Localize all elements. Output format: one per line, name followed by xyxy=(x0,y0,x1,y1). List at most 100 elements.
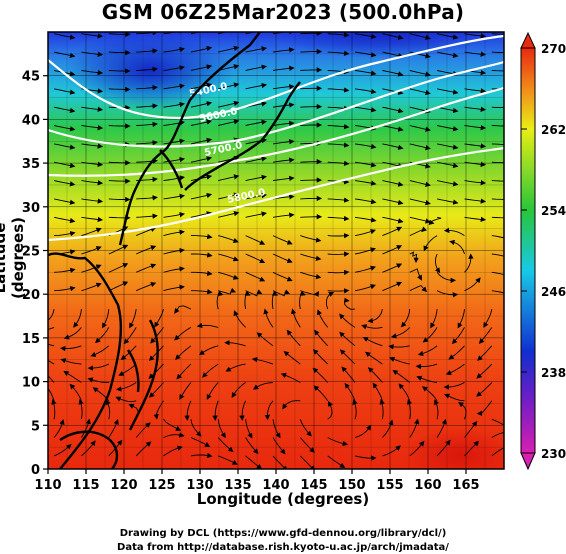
streamline xyxy=(63,327,82,340)
streamline xyxy=(218,45,240,53)
streamline xyxy=(54,106,76,114)
x-ticks: 110 115 120 125 130 135 140 145 150 155 160 165 xyxy=(34,469,480,493)
streamline xyxy=(436,418,447,438)
streamline xyxy=(217,437,234,453)
streamline xyxy=(409,418,420,438)
streamline xyxy=(218,174,240,182)
streamline xyxy=(81,246,102,255)
streamline xyxy=(218,210,240,218)
y-tick-label: 35 xyxy=(22,157,40,172)
streamline xyxy=(163,247,185,255)
streamline xyxy=(233,310,246,328)
streamline xyxy=(272,47,295,53)
streamline xyxy=(190,156,213,163)
streamline xyxy=(252,382,274,390)
streamline xyxy=(245,271,266,282)
streamline xyxy=(81,418,91,438)
streamline xyxy=(272,289,291,297)
streamline xyxy=(94,327,110,344)
streamline xyxy=(272,253,293,264)
streamline xyxy=(428,216,442,225)
streamline xyxy=(491,70,504,72)
x-tick-label: 140 xyxy=(262,478,289,493)
y-tick-label: 45 xyxy=(22,70,40,85)
streamline xyxy=(286,329,301,347)
contour-line xyxy=(48,60,504,148)
streamline xyxy=(87,377,109,383)
streamline xyxy=(327,142,350,148)
chart-title: GSM 06Z25Mar2023 (500.0hPa) xyxy=(101,0,465,24)
streamline xyxy=(81,440,96,457)
streamline xyxy=(81,282,102,292)
cold-low-north xyxy=(270,32,490,58)
streamline xyxy=(406,398,413,420)
contour-line xyxy=(48,86,504,177)
streamline xyxy=(81,69,104,76)
streamline xyxy=(245,119,267,126)
streamline xyxy=(163,46,185,53)
streamline xyxy=(354,216,377,223)
streamline xyxy=(362,336,383,347)
coastline-segment xyxy=(184,81,301,191)
streamline xyxy=(175,345,192,360)
streamline xyxy=(272,157,295,163)
y-tick-label: 10 xyxy=(22,376,40,391)
streamline xyxy=(464,51,487,57)
streamline xyxy=(491,180,504,182)
streamline xyxy=(153,400,164,420)
streamline xyxy=(48,359,55,365)
streamline xyxy=(118,363,137,376)
streamline xyxy=(430,309,438,329)
streamline xyxy=(409,216,431,224)
streamline xyxy=(163,432,185,438)
x-tick-label: 110 xyxy=(34,478,61,493)
streamline xyxy=(218,253,239,262)
streamline xyxy=(299,419,312,437)
streamline xyxy=(409,226,427,237)
streamline xyxy=(354,424,372,438)
streamline xyxy=(81,264,102,273)
streamline xyxy=(54,198,76,205)
streamline xyxy=(364,351,383,365)
streamline xyxy=(300,290,320,297)
streamline xyxy=(136,281,157,292)
streamline xyxy=(105,399,111,420)
streamline xyxy=(272,65,295,72)
streamline xyxy=(190,270,213,277)
colorbar-top-triangle xyxy=(520,31,536,49)
streamline xyxy=(388,344,410,350)
streamline xyxy=(491,447,504,457)
coastline-segment xyxy=(127,349,140,393)
streamline xyxy=(123,327,137,345)
streamline xyxy=(272,271,293,282)
streamline xyxy=(54,88,76,95)
coastline-segment xyxy=(159,149,184,189)
streamline xyxy=(339,313,356,328)
streamline xyxy=(312,367,329,383)
streamline xyxy=(272,419,281,439)
streamline xyxy=(81,124,104,131)
streamline xyxy=(436,290,459,298)
streamline xyxy=(327,123,350,130)
streamline xyxy=(102,309,110,329)
streamline xyxy=(491,253,504,257)
x-tick-label: 125 xyxy=(148,478,175,493)
streamline xyxy=(212,400,219,421)
streamline xyxy=(325,292,335,310)
streamline xyxy=(87,363,109,371)
streamline xyxy=(409,251,419,264)
streamline xyxy=(245,419,253,439)
streamline xyxy=(54,33,76,40)
streamline xyxy=(136,213,158,219)
streamline xyxy=(48,382,55,401)
streamline xyxy=(48,308,55,321)
y-tick-label: 30 xyxy=(22,201,40,216)
streamline xyxy=(81,216,104,223)
streamline xyxy=(300,177,323,183)
streamline xyxy=(196,322,219,329)
streamline xyxy=(300,253,322,262)
streamline xyxy=(409,268,422,281)
streamline xyxy=(163,284,185,292)
y-ticks: 0 5 10 15 20 25 30 35 40 45 xyxy=(22,70,48,478)
streamline xyxy=(382,70,404,77)
